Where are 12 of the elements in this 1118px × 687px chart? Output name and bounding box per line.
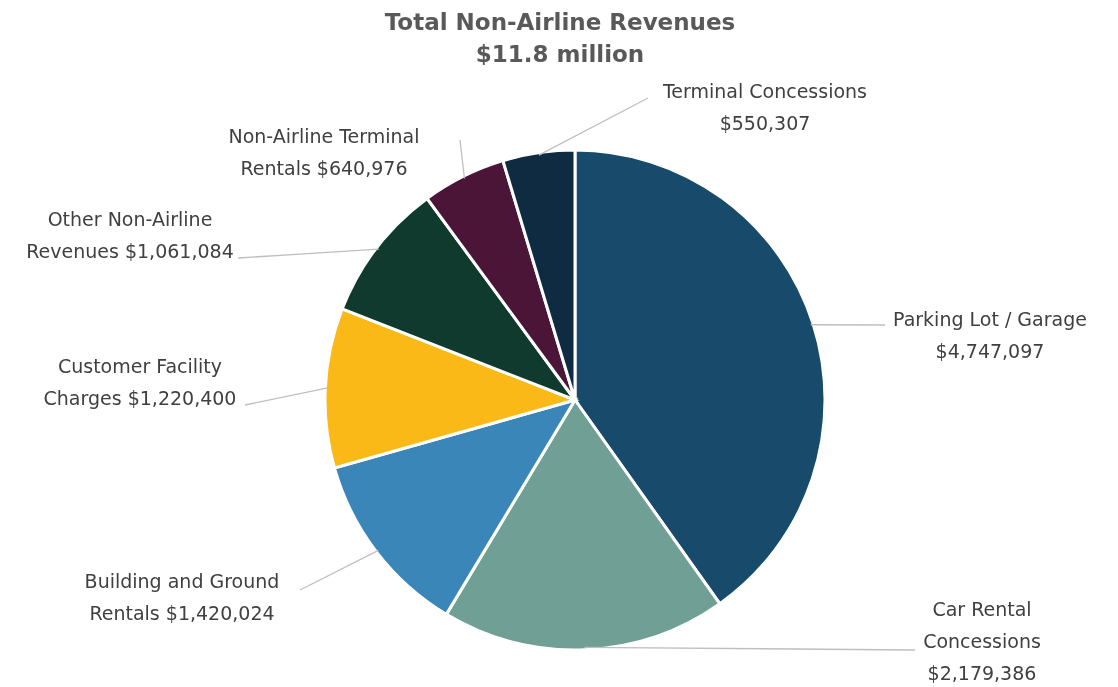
slice-label: Parking Lot / Garage (893, 308, 1087, 330)
slice-label: Other Non-Airline Revenues $1,061,084 (26, 208, 234, 262)
chart-subtitle: $11.8 million (475, 41, 645, 67)
slice-label: Customer Facility Charges $1,220,400 (43, 355, 237, 409)
slice-label: Non-Airline Terminal Rentals $640,976 (228, 125, 420, 179)
data-label: $550,307 (719, 112, 811, 134)
data-label: $4,747,097 (935, 340, 1045, 362)
slice-label: Building and Ground Rentals $1,420,024 (84, 570, 280, 624)
slice-label: Car Rental Concessions (923, 598, 1041, 652)
chart-title: Total Non-Airline Revenues (384, 9, 736, 35)
data-label: $2,179,386 (927, 662, 1037, 684)
slice-label: Terminal Concessions (661, 80, 868, 102)
